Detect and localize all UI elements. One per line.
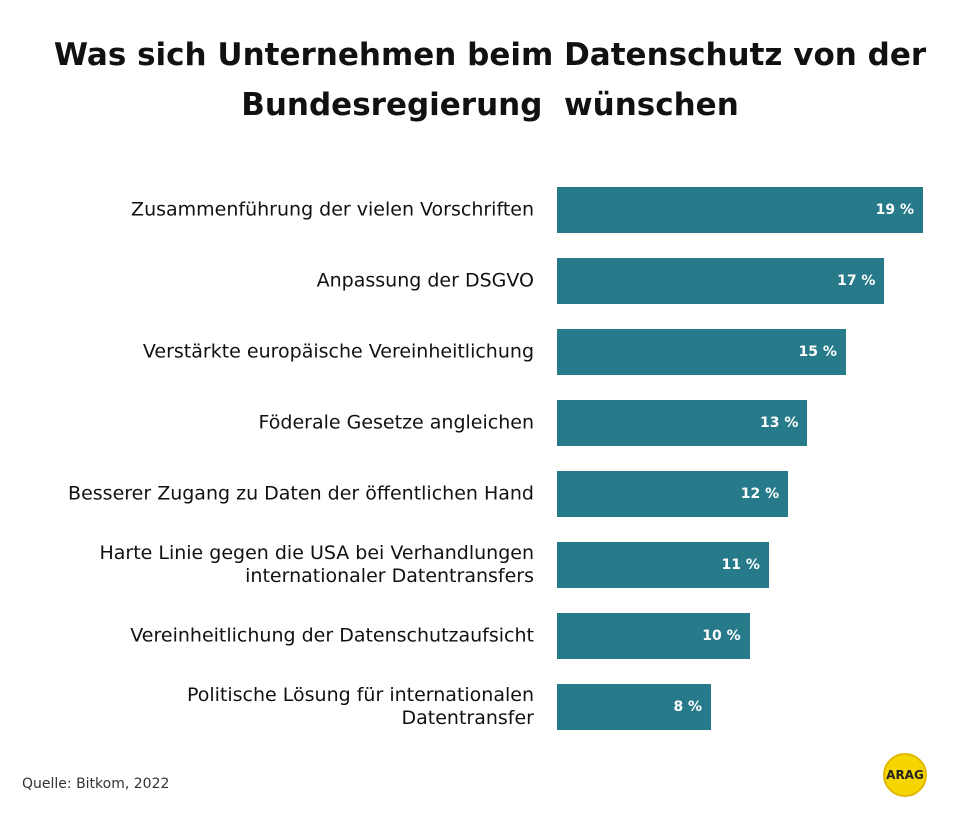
value-label: 12 % [740,486,780,502]
bar [557,542,769,588]
bar [557,684,712,730]
category-label: Vereinheitlichung der Datenschutzaufsich… [130,624,534,647]
value-label: 10 % [702,628,741,644]
source: Quelle: Bitkom, 2022 [22,776,170,792]
value-label: 17 % [837,273,876,289]
value-label: 8 % [673,699,703,715]
value-label: 15 % [798,344,837,360]
category-label: Verstärkte europäische Vereinheitlichung [142,340,534,363]
category-label: Zusammenführung der vielen Vorschriften [131,198,534,221]
bar [557,258,885,304]
category-label: Politische Lösung für internationalen Da… [186,684,534,729]
bar [557,400,808,446]
category-label: Föderale Gesetze angleichen [258,411,534,434]
value-label: 11 % [721,557,760,573]
category-label: Besserer Zugang zu Daten der öffentliche… [68,482,534,505]
bar [557,471,789,517]
value-label: 13 % [760,415,799,431]
logo: ARAG [883,753,927,797]
value-label: 19 % [875,202,914,218]
category-label: Harte Linie gegen die USA bei Verhandlun… [99,542,534,587]
bar [557,187,923,233]
chart-title: Was sich Unternehmen beim Datenschutz vo… [53,37,927,123]
category-label: Anpassung der DSGVO [316,269,534,292]
bar [557,613,750,659]
bar [557,329,846,375]
